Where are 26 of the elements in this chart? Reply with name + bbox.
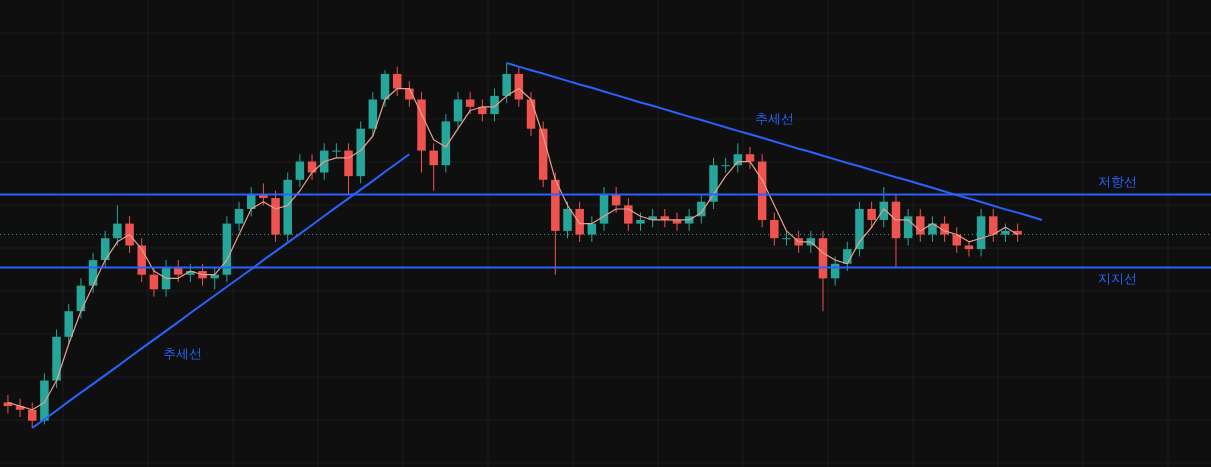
candlestick	[465, 91, 475, 115]
candlestick	[502, 62, 511, 104]
candlestick	[429, 142, 438, 192]
ref-line-label: 지지선	[1097, 271, 1137, 287]
candlestick	[173, 259, 183, 283]
candlestick	[721, 157, 730, 173]
candlestick	[928, 215, 937, 243]
candlestick	[125, 215, 134, 254]
candlestick	[770, 212, 779, 246]
candlestick	[624, 197, 633, 232]
candlestick	[149, 266, 159, 298]
series-label: 추세선	[162, 346, 202, 362]
candlestick	[989, 208, 998, 243]
candlestick	[867, 201, 876, 228]
candlestick	[27, 401, 37, 429]
candlestick	[453, 91, 463, 130]
ref-line-label: 저항선	[1097, 174, 1137, 190]
candlestick	[234, 201, 244, 232]
candlestick	[392, 66, 402, 97]
candlestick	[295, 153, 305, 188]
candlestick	[636, 212, 645, 232]
candlestick	[916, 208, 925, 243]
series-label: 추세선	[754, 111, 794, 127]
candlestick	[478, 99, 487, 122]
candlestick	[490, 88, 499, 122]
candlestick	[745, 146, 755, 170]
